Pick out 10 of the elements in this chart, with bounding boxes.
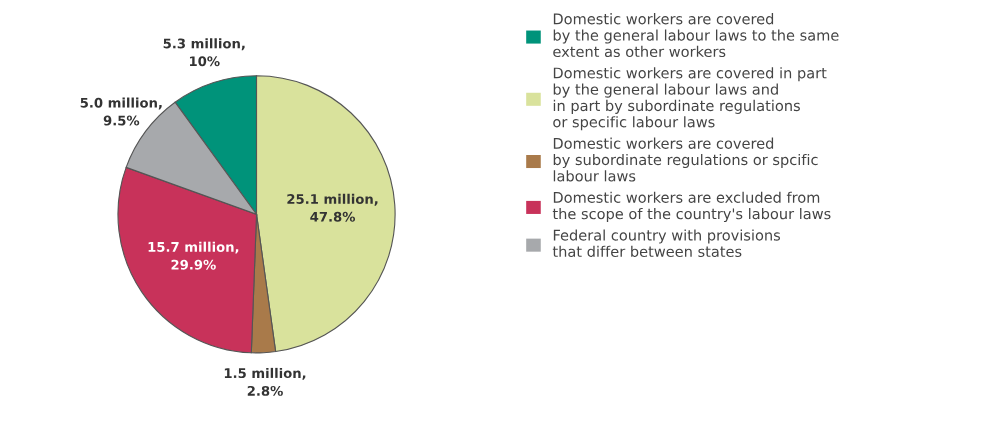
legend-label: Domestic workers are covered by subordinate regulations or spcific labour laws (553, 137, 818, 182)
legend-label: Domestic workers are covered in part by the general labour laws and in part by subordinate regulations or specific labour laws (553, 67, 827, 131)
data-label: 25.1 million, 47.8% (287, 193, 378, 222)
legend-label: Federal country with provisions that differ between states (552, 229, 781, 258)
data-label: 5.0 million, 9.5% (80, 97, 162, 126)
legend-label: Domestic workers are excluded from the scope of the country's labour laws (552, 191, 831, 223)
legend-label: Domestic workers are covered by the general labour laws to the same extent as other workers (553, 13, 839, 58)
data-label: 15.7 million, 29.9% (148, 241, 239, 270)
data-label: 5.3 million, 10% (163, 38, 245, 67)
data-label: 1.5 million, 2.8% (224, 367, 306, 396)
